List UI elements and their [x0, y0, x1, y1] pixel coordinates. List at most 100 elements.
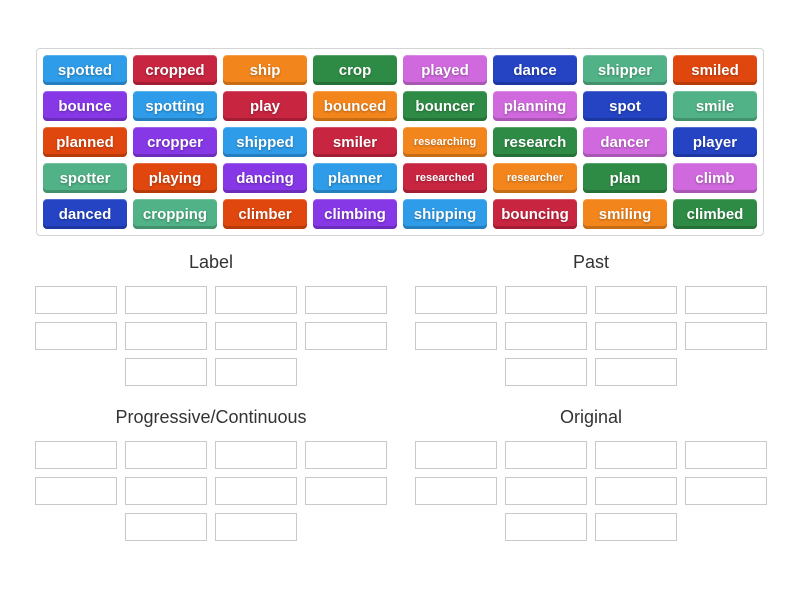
slot-row	[415, 441, 767, 469]
drop-slot[interactable]	[595, 358, 677, 386]
group-slots-progressive-continuous	[35, 441, 387, 541]
slot-row	[505, 358, 767, 386]
word-tile-play[interactable]: play	[223, 91, 307, 121]
drop-slot[interactable]	[305, 477, 387, 505]
drop-slot[interactable]	[35, 441, 117, 469]
word-tile-research[interactable]: research	[493, 127, 577, 157]
drop-slot[interactable]	[215, 477, 297, 505]
drop-slot[interactable]	[35, 477, 117, 505]
word-tile-researcher[interactable]: researcher	[493, 163, 577, 193]
drop-slot[interactable]	[505, 358, 587, 386]
word-tile-crop[interactable]: crop	[313, 55, 397, 85]
drop-slot[interactable]	[125, 286, 207, 314]
word-tile-smiled[interactable]: smiled	[673, 55, 757, 85]
tile-row: spotter playing dancing planner researched re…	[43, 163, 757, 193]
word-tile-bouncer[interactable]: bouncer	[403, 91, 487, 121]
drop-slot[interactable]	[685, 441, 767, 469]
word-tile-spot[interactable]: spot	[583, 91, 667, 121]
group-title-original: Original	[559, 407, 623, 427]
slot-row	[35, 441, 387, 469]
word-tile-cropped[interactable]: cropped	[133, 55, 217, 85]
word-tile-smile[interactable]: smile	[673, 91, 757, 121]
word-tile-planned[interactable]: planned	[43, 127, 127, 157]
word-tile-climber[interactable]: climber	[223, 199, 307, 229]
word-tile-dancer[interactable]: dancer	[583, 127, 667, 157]
group-slots-label	[35, 286, 387, 386]
word-tile-researching[interactable]: researching	[403, 127, 487, 157]
drop-slot[interactable]	[505, 322, 587, 350]
word-tile-planning[interactable]: planning	[493, 91, 577, 121]
drop-slot[interactable]	[305, 322, 387, 350]
drop-slot[interactable]	[415, 286, 497, 314]
drop-slot[interactable]	[215, 358, 297, 386]
word-tile-planner[interactable]: planner	[313, 163, 397, 193]
word-tile-player[interactable]: player	[673, 127, 757, 157]
word-tile-smiling[interactable]: smiling	[583, 199, 667, 229]
word-tile-cropping[interactable]: cropping	[133, 199, 217, 229]
drop-slot[interactable]	[415, 322, 497, 350]
slot-row	[35, 322, 387, 350]
drop-slot[interactable]	[415, 441, 497, 469]
slot-row	[35, 477, 387, 505]
drop-slot[interactable]	[215, 322, 297, 350]
group-title-label: Label	[188, 252, 234, 272]
word-tile-bounce[interactable]: bounce	[43, 91, 127, 121]
word-tile-danced[interactable]: danced	[43, 199, 127, 229]
word-tile-spotter[interactable]: spotter	[43, 163, 127, 193]
word-tile-bouncing[interactable]: bouncing	[493, 199, 577, 229]
slot-row	[505, 513, 767, 541]
drop-slot[interactable]	[505, 441, 587, 469]
word-tile-plan[interactable]: plan	[583, 163, 667, 193]
word-tile-shipping[interactable]: shipping	[403, 199, 487, 229]
drop-slot[interactable]	[595, 322, 677, 350]
drop-slot[interactable]	[305, 441, 387, 469]
group-slots-past	[415, 286, 767, 386]
drop-slot[interactable]	[125, 477, 207, 505]
drop-slot[interactable]	[35, 322, 117, 350]
group-title-past: Past	[572, 252, 610, 272]
group-title-progressive-continuous: Progressive/Continuous	[115, 407, 307, 427]
word-tile-climbed[interactable]: climbed	[673, 199, 757, 229]
drop-slot[interactable]	[595, 441, 677, 469]
drop-slot[interactable]	[595, 477, 677, 505]
drop-slot[interactable]	[595, 513, 677, 541]
drop-slot[interactable]	[685, 477, 767, 505]
slot-row	[35, 286, 387, 314]
word-tile-dance[interactable]: dance	[493, 55, 577, 85]
slot-row	[415, 286, 767, 314]
word-tile-bounced[interactable]: bounced	[313, 91, 397, 121]
drop-slot[interactable]	[35, 286, 117, 314]
word-tile-climbing[interactable]: climbing	[313, 199, 397, 229]
drop-slot[interactable]	[215, 513, 297, 541]
drop-slot[interactable]	[685, 322, 767, 350]
drop-slot[interactable]	[125, 358, 207, 386]
word-tile-smiler[interactable]: smiler	[313, 127, 397, 157]
word-tile-cropper[interactable]: cropper	[133, 127, 217, 157]
group-label: Label	[35, 252, 387, 386]
word-tile-researched[interactable]: researched	[403, 163, 487, 193]
drop-slot[interactable]	[595, 286, 677, 314]
drop-slot[interactable]	[505, 286, 587, 314]
drop-slot[interactable]	[215, 286, 297, 314]
tile-row: danced cropping climber climbing shipping bou…	[43, 199, 757, 229]
drop-slot[interactable]	[125, 441, 207, 469]
word-tile-played[interactable]: played	[403, 55, 487, 85]
drop-slot[interactable]	[305, 286, 387, 314]
word-tile-shipper[interactable]: shipper	[583, 55, 667, 85]
word-tile-climb[interactable]: climb	[673, 163, 757, 193]
word-tile-shipped[interactable]: shipped	[223, 127, 307, 157]
word-tile-playing[interactable]: playing	[133, 163, 217, 193]
drop-slot[interactable]	[685, 286, 767, 314]
drop-slot[interactable]	[415, 477, 497, 505]
drop-slot[interactable]	[125, 322, 207, 350]
drop-slot[interactable]	[505, 477, 587, 505]
drop-slot[interactable]	[215, 441, 297, 469]
word-tile-spotted[interactable]: spotted	[43, 55, 127, 85]
word-tile-ship[interactable]: ship	[223, 55, 307, 85]
drop-slot[interactable]	[125, 513, 207, 541]
word-tile-spotting[interactable]: spotting	[133, 91, 217, 121]
drop-slot[interactable]	[505, 513, 587, 541]
tile-row: planned cropper shipped smiler researching re…	[43, 127, 757, 157]
word-tile-dancing[interactable]: dancing	[223, 163, 307, 193]
tile-row: bounce spotting play bounced bouncer planning…	[43, 91, 757, 121]
